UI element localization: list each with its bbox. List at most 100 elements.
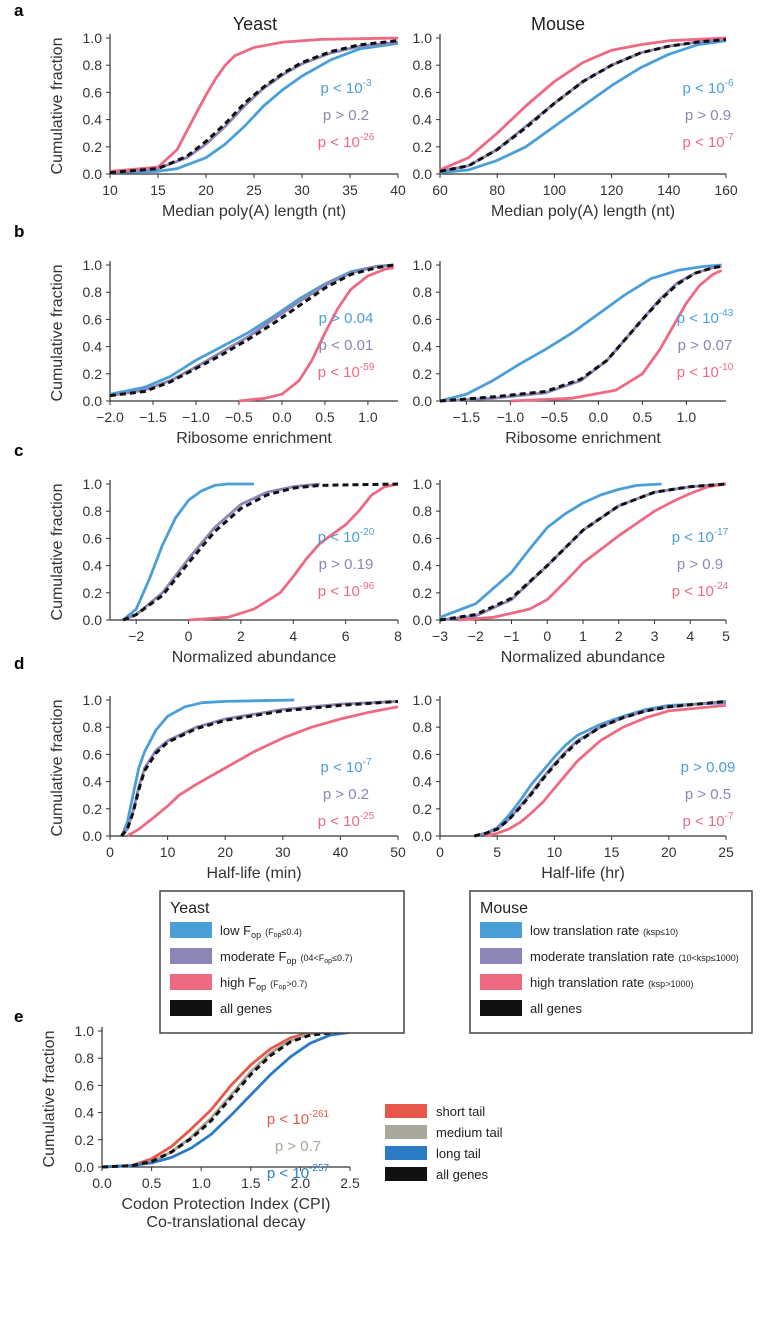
y-tick-label: 0.8 [83,284,103,300]
x-tick-label: −1.5 [139,409,167,425]
x-tick-label: 50 [390,844,406,860]
legend-swatch-high [480,974,522,990]
series-line-short [101,1029,351,1169]
x-tick-label: 0.5 [633,409,653,425]
p-value-high: p < 10-59 [318,362,375,381]
series-line-moderate [109,263,394,397]
y-tick-label: 0.2 [83,585,103,601]
chart-e: 0.0 0.2 0.4 0.6 0.8 1.0 0.0 0.5 1.0 1.5 2.0 2.5 Codo… [41,1023,360,1231]
p-value-long: p < 10-257 [267,1163,330,1182]
legend-swatch-high [170,974,212,990]
series-line-high [188,482,399,622]
y-tick-label: 0.4 [413,558,433,574]
y-tick-label: 0.8 [83,719,103,735]
y-tick-label: 0.6 [83,530,103,546]
x-tick-label: 120 [600,182,624,198]
x-axis-label-d-yeast: Half-life (min) [206,865,301,882]
series-line-low [122,482,254,622]
x-tick-label: 140 [657,182,681,198]
x-tick-label: 1.5 [241,1175,261,1191]
legend-swatch-moderate [170,948,212,964]
x-tick-label: 1 [579,628,587,644]
y-tick-label: 0.2 [413,801,433,817]
x-tick-label: 25 [718,844,734,860]
legend-e-swatch-short [385,1104,427,1118]
p-value-moderate: p > 0.5 [685,786,731,803]
legend-swatch-low [480,922,522,938]
x-tick-label: 15 [150,182,166,198]
p-value-high: p < 10-10 [677,362,734,381]
series-line-high [126,705,399,838]
y-tick-label: 0.8 [413,719,433,735]
x-tick-label: 0.5 [315,409,335,425]
y-tick-label: 0.2 [83,139,103,155]
x-tick-label: −1.5 [453,409,481,425]
y-tick-label: 0.6 [83,311,103,327]
legend-e-swatch-medium [385,1125,427,1139]
x-tick-label: 0.0 [589,409,609,425]
p-value-high: p < 10-25 [318,811,375,830]
y-tick-label: 1.0 [75,1023,95,1039]
p-value-high: p < 10-26 [318,132,375,151]
legend-e-swatch-long [385,1146,427,1160]
p-value-low: p < 10-43 [677,308,734,327]
legend-swatch-all [170,1000,212,1016]
x-axis-label-b-yeast: Ribosome enrichment [176,430,332,447]
x-tick-label: 0.0 [92,1175,112,1191]
y-axis-label-a-yeast: Cumulative fraction [49,38,66,175]
chart-b-mouse: 0.0 0.2 0.4 0.6 0.8 1.0 −1.5 −1.0 −0.5 0.0 0.5 1.0 R… [413,257,734,447]
x-axis-label-d-mouse: Half-life (hr) [541,865,625,882]
y-tick-label: 0.4 [75,1105,95,1121]
series-line-all [439,482,727,622]
y-tick-label: 0.8 [75,1050,95,1066]
p-value-low: p > 0.04 [319,310,374,327]
y-tick-label: 0.6 [413,311,433,327]
y-tick-label: 0.0 [413,612,433,628]
y-tick-label: 0.2 [413,585,433,601]
panel-letter-e: e [14,1007,23,1026]
series-line-low [439,263,722,403]
series-line-low [439,482,662,619]
p-value-moderate: p > 0.19 [319,556,374,573]
chart-c-mouse: 0.0 0.2 0.4 0.6 0.8 1.0 −3 −2 −1 0 1 2 3 4 5 Normalized… [413,476,731,666]
series-line-all [120,699,399,837]
y-tick-label: 0.4 [413,339,433,355]
p-value-short: p < 10-261 [267,1109,330,1128]
x-tick-label: −1.0 [182,409,210,425]
chart-c-yeast: 0.0 0.2 0.4 0.6 0.8 1.0 −2 0 2 4 6 8 Normalized abun… [49,476,402,666]
p-value-moderate: p > 0.9 [677,556,723,573]
y-tick-label: 0.2 [83,801,103,817]
x-tick-label: 30 [294,182,310,198]
x-tick-label: 15 [604,844,620,860]
y-tick-label: 0.4 [83,112,103,128]
x-axis-label-e: Codon Protection Index (CPI) [122,1196,331,1213]
chart-a-mouse: 0.0 0.2 0.4 0.6 0.8 1.0 60 80 100 120 140 160 Median… [413,30,738,220]
panel-letter-b: b [14,222,24,241]
p-value-low: p < 10-3 [320,78,371,97]
series-line-all [122,482,399,622]
x-tick-label: 6 [342,628,350,644]
y-tick-label: 0.6 [83,84,103,100]
series-line-high [457,482,727,622]
p-value-moderate: p > 0.2 [323,786,369,803]
x-tick-label: 40 [333,844,349,860]
x-tick-label: 80 [489,182,505,198]
panel-letter-d: d [14,654,24,673]
y-tick-label: 0.4 [83,339,103,355]
y-tick-label: 0.4 [413,774,433,790]
x-tick-label: 10 [160,844,176,860]
x-tick-label: 0 [436,844,444,860]
y-tick-label: 0.0 [83,393,103,409]
legend-swatch-all [480,1000,522,1016]
p-value-high: p < 10-24 [672,581,729,600]
panel-letter-a: a [14,1,24,20]
column-title-yeast: Yeast [233,14,277,34]
x-tick-label: 2 [615,628,623,644]
series-line-all [439,264,722,403]
x-tick-label: 3 [651,628,659,644]
x-tick-label: 2.0 [291,1175,311,1191]
column-title-mouse: Mouse [531,14,585,34]
y-tick-label: 0.0 [83,166,103,182]
